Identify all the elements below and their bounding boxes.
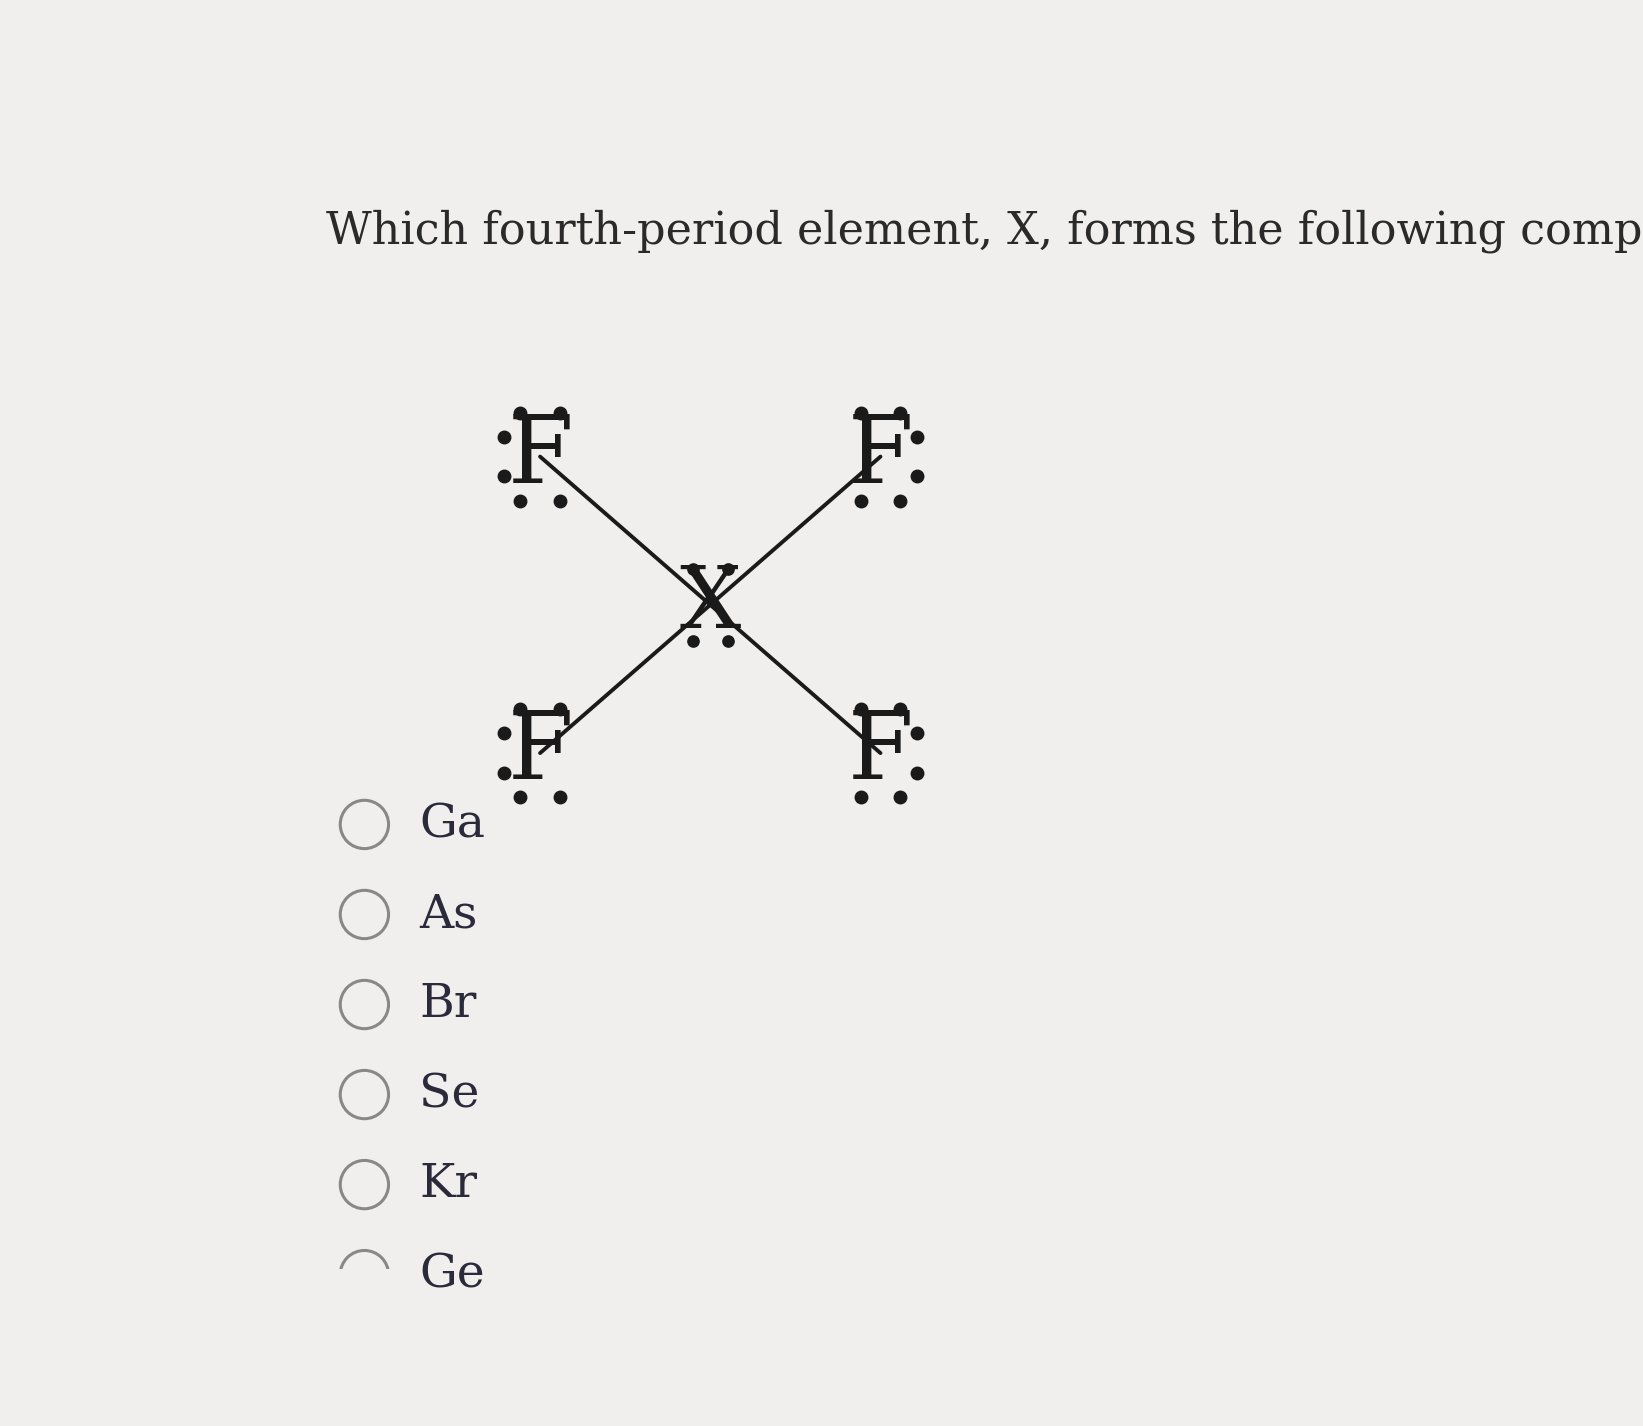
Text: Ge: Ge xyxy=(419,1252,485,1298)
Text: Which fourth-period element, X, forms the following compound.: Which fourth-period element, X, forms th… xyxy=(325,210,1643,254)
Text: X: X xyxy=(680,563,741,646)
Text: F: F xyxy=(508,412,573,502)
Text: Kr: Kr xyxy=(419,1162,478,1208)
Text: As: As xyxy=(419,891,478,937)
Text: Ga: Ga xyxy=(419,801,485,847)
Text: Br: Br xyxy=(419,983,476,1027)
Text: F: F xyxy=(508,709,573,799)
Text: Se: Se xyxy=(419,1072,480,1117)
Text: F: F xyxy=(848,709,914,799)
Text: F: F xyxy=(848,412,914,502)
